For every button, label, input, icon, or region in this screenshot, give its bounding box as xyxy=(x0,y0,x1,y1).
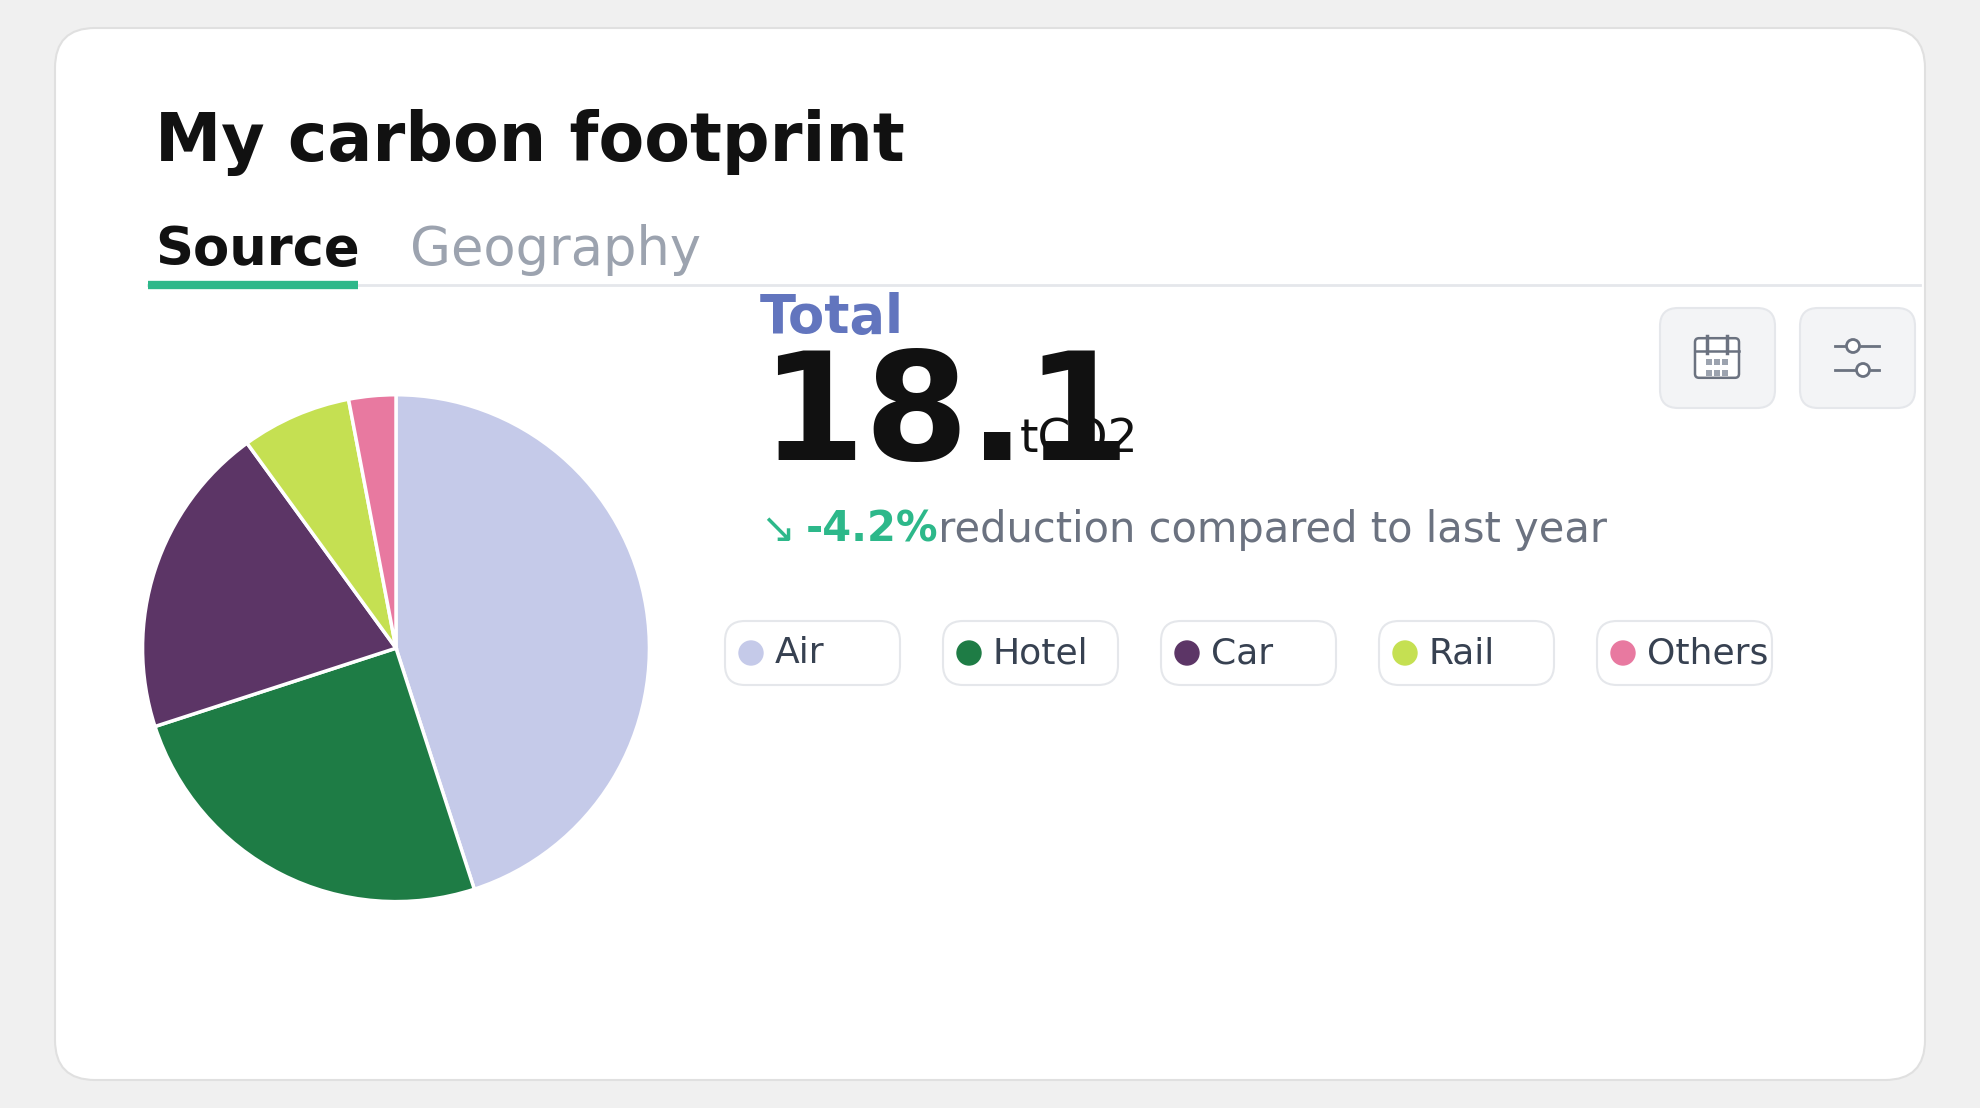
Text: Others: Others xyxy=(1647,636,1768,670)
FancyBboxPatch shape xyxy=(55,28,1925,1080)
Circle shape xyxy=(1174,642,1200,665)
FancyBboxPatch shape xyxy=(1378,620,1554,685)
FancyBboxPatch shape xyxy=(1715,359,1721,365)
FancyBboxPatch shape xyxy=(1659,308,1774,408)
FancyBboxPatch shape xyxy=(1707,359,1713,365)
Text: My carbon footprint: My carbon footprint xyxy=(154,110,905,176)
Text: reduction compared to last year: reduction compared to last year xyxy=(925,509,1608,551)
FancyBboxPatch shape xyxy=(1800,308,1915,408)
Circle shape xyxy=(1847,339,1859,352)
Circle shape xyxy=(1394,642,1418,665)
Text: Total: Total xyxy=(760,293,905,343)
Circle shape xyxy=(739,642,762,665)
FancyBboxPatch shape xyxy=(1723,359,1729,365)
Text: 18.1: 18.1 xyxy=(760,346,1131,491)
FancyBboxPatch shape xyxy=(1707,370,1713,376)
Text: tCO2: tCO2 xyxy=(1020,418,1138,462)
Text: Air: Air xyxy=(774,636,824,670)
FancyBboxPatch shape xyxy=(1723,370,1729,376)
Wedge shape xyxy=(143,443,396,727)
Wedge shape xyxy=(154,648,475,902)
Circle shape xyxy=(956,642,980,665)
FancyBboxPatch shape xyxy=(725,620,901,685)
FancyBboxPatch shape xyxy=(1695,338,1738,378)
Text: Geography: Geography xyxy=(410,224,701,276)
Text: Rail: Rail xyxy=(1430,636,1495,670)
Text: Source: Source xyxy=(154,224,360,276)
FancyBboxPatch shape xyxy=(1160,620,1337,685)
Circle shape xyxy=(1857,363,1869,377)
Text: Hotel: Hotel xyxy=(994,636,1089,670)
Text: -4.2%: -4.2% xyxy=(806,509,939,551)
Text: ↘: ↘ xyxy=(760,509,794,551)
Text: Car: Car xyxy=(1212,636,1273,670)
Wedge shape xyxy=(248,399,396,648)
Wedge shape xyxy=(396,394,649,890)
FancyBboxPatch shape xyxy=(1598,620,1772,685)
Wedge shape xyxy=(348,394,396,648)
FancyBboxPatch shape xyxy=(1715,370,1721,376)
Circle shape xyxy=(1612,642,1635,665)
FancyBboxPatch shape xyxy=(942,620,1119,685)
